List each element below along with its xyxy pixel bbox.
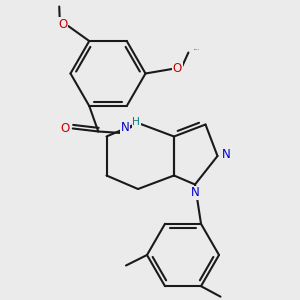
Text: N: N <box>222 148 231 161</box>
Text: O: O <box>173 62 182 76</box>
Text: H: H <box>132 118 140 128</box>
Text: O: O <box>58 18 68 31</box>
Text: N: N <box>190 186 200 200</box>
Text: N: N <box>121 121 130 134</box>
Text: O: O <box>61 122 70 135</box>
Text: methoxy: methoxy <box>194 49 200 50</box>
Text: methoxy: methoxy <box>188 48 195 49</box>
